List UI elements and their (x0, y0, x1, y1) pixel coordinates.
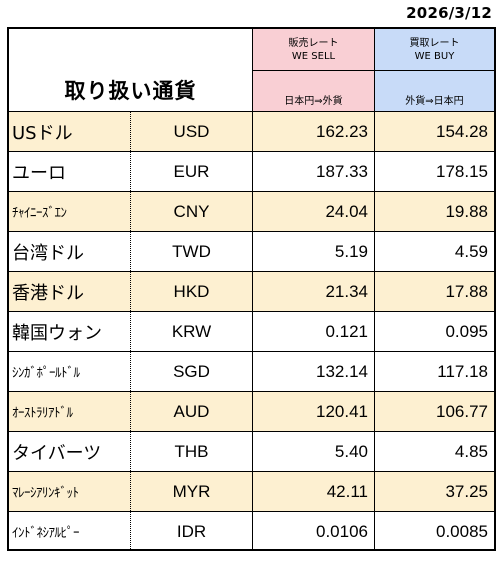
currency-name: ユーロ (12, 162, 66, 184)
buy-rate-value: 37.25 (374, 472, 494, 511)
currency-code: AUD (130, 392, 252, 431)
currency-code: THB (130, 432, 252, 471)
buy-rate-value: 0.095 (374, 312, 494, 351)
table-row: ﾏﾚｰｼｱﾘﾝｷﾞｯﾄ MYR 42.11 37.25 (9, 471, 494, 511)
currency-code: MYR (130, 472, 252, 511)
buy-rate-value: 4.59 (374, 232, 494, 271)
currency-name: ｲﾝﾄﾞﾈｼｱﾙﾋﾟｰ (12, 526, 80, 541)
currency-name: 韓国ウォン (12, 322, 102, 344)
table-header: 取り扱い通貨 販売レート WE SELL 日本円⇒外貨 買取レート WE BUY… (9, 29, 494, 111)
sell-rate-value: 187.33 (252, 152, 374, 191)
table-row: ｲﾝﾄﾞﾈｼｱﾙﾋﾟｰ IDR 0.0106 0.0085 (9, 511, 494, 551)
buy-rate-value: 178.15 (374, 152, 494, 191)
sell-rate-value: 0.0106 (252, 512, 374, 551)
buy-rate-value: 117.18 (374, 352, 494, 391)
sell-rate-value: 132.14 (252, 352, 374, 391)
buy-rate-label: 買取レート (409, 37, 460, 49)
exchange-rate-table: 取り扱い通貨 販売レート WE SELL 日本円⇒外貨 買取レート WE BUY… (7, 27, 496, 551)
table-row: 香港ドル HKD 21.34 17.88 (9, 271, 494, 311)
currency-code: IDR (130, 512, 252, 551)
buy-rate-value: 154.28 (374, 112, 494, 151)
currency-code: HKD (130, 272, 252, 311)
sell-rate-value: 5.40 (252, 432, 374, 471)
buy-direction-label: 外貨⇒日本円 (405, 96, 464, 107)
sell-rate-value: 21.34 (252, 272, 374, 311)
currency-name: 香港ドル (12, 282, 84, 304)
sell-direction-label: 日本円⇒外貨 (284, 96, 343, 107)
currency-code: USD (130, 112, 252, 151)
currency-code: CNY (130, 192, 252, 231)
currency-name: ﾏﾚｰｼｱﾘﾝｷﾞｯﾄ (12, 486, 79, 501)
table-row: ユーロ EUR 187.33 178.15 (9, 151, 494, 191)
sell-rate-value: 42.11 (252, 472, 374, 511)
currency-name: ﾁｬｲﾆｰｽﾞｴﾝ (12, 206, 67, 221)
sell-rate-value: 0.121 (252, 312, 374, 351)
table-row: 韓国ウォン KRW 0.121 0.095 (9, 311, 494, 351)
currency-code: EUR (130, 152, 252, 191)
currency-name: 台湾ドル (12, 242, 84, 264)
table-row: ｼﾝｶﾞﾎﾟｰﾙﾄﾞﾙ SGD 132.14 117.18 (9, 351, 494, 391)
buy-rate-value: 4.85 (374, 432, 494, 471)
buy-rate-value: 0.0085 (374, 512, 494, 551)
buy-rate-label-en: WE BUY (414, 50, 455, 62)
table-row: ｵｰｽﾄﾗﾘｱﾄﾞﾙ AUD 120.41 106.77 (9, 391, 494, 431)
currency-name: USドル (12, 122, 73, 144)
sell-rate-label-en: WE SELL (291, 50, 336, 62)
table-row: USドル USD 162.23 154.28 (9, 111, 494, 151)
table-row: ﾁｬｲﾆｰｽﾞｴﾝ CNY 24.04 19.88 (9, 191, 494, 231)
currency-name: ｵｰｽﾄﾗﾘｱﾄﾞﾙ (12, 406, 73, 421)
currency-column-header: 取り扱い通貨 (64, 79, 197, 103)
sell-rate-value: 24.04 (252, 192, 374, 231)
currency-code: SGD (130, 352, 252, 391)
currency-name: タイバーツ (12, 442, 102, 464)
sell-rate-value: 120.41 (252, 392, 374, 431)
buy-rate-header: 買取レート WE BUY 外貨⇒日本円 (374, 29, 494, 111)
buy-rate-value: 106.77 (374, 392, 494, 431)
sell-rate-label: 販売レート (288, 37, 339, 49)
sell-rate-value: 162.23 (252, 112, 374, 151)
currency-name: ｼﾝｶﾞﾎﾟｰﾙﾄﾞﾙ (12, 366, 80, 381)
buy-rate-value: 17.88 (374, 272, 494, 311)
sell-rate-value: 5.19 (252, 232, 374, 271)
buy-rate-value: 19.88 (374, 192, 494, 231)
currency-code: KRW (130, 312, 252, 351)
table-row: 台湾ドル TWD 5.19 4.59 (9, 231, 494, 271)
rate-date: 2026/3/12 (406, 4, 492, 22)
currency-code: TWD (130, 232, 252, 271)
table-row: タイバーツ THB 5.40 4.85 (9, 431, 494, 471)
sell-rate-header: 販売レート WE SELL 日本円⇒外貨 (252, 29, 374, 111)
